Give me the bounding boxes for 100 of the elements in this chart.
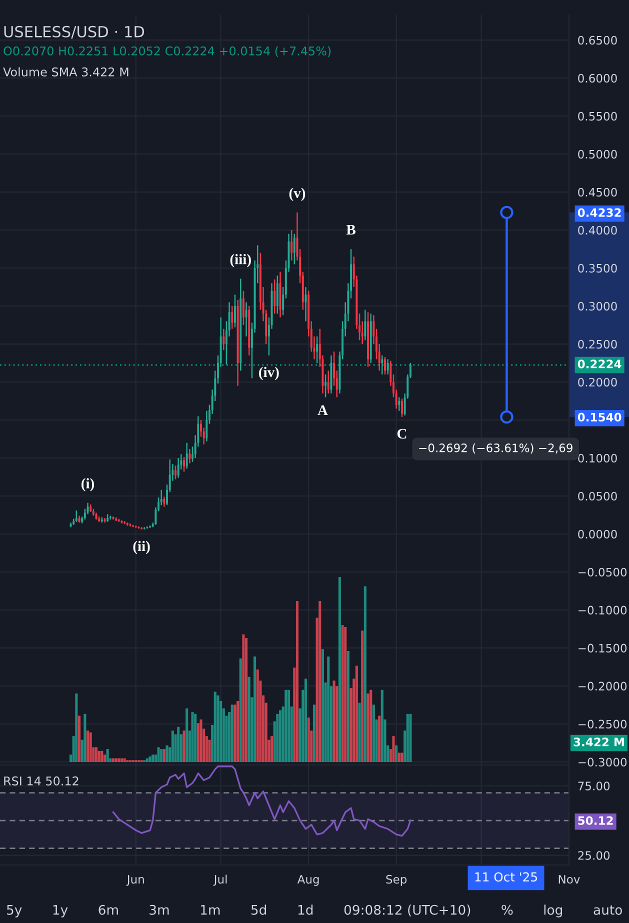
bar bbox=[94, 747, 98, 762]
text: 11 Oct '25 bbox=[475, 872, 537, 882]
bar bbox=[230, 704, 234, 762]
bar bbox=[392, 736, 395, 762]
bar bbox=[106, 749, 109, 762]
candlestick bbox=[234, 294, 236, 328]
bar bbox=[177, 726, 180, 762]
bar bbox=[157, 747, 160, 762]
bar bbox=[400, 752, 404, 762]
bar bbox=[214, 692, 216, 762]
bar bbox=[398, 752, 400, 762]
candlestick bbox=[304, 286, 307, 322]
bar bbox=[409, 714, 412, 762]
annotation: (iii) bbox=[230, 254, 251, 268]
bar bbox=[256, 670, 259, 762]
bar bbox=[318, 601, 322, 762]
text: 6m bbox=[98, 904, 118, 915]
bar bbox=[114, 758, 118, 762]
bar bbox=[245, 638, 248, 762]
candlestick bbox=[324, 374, 327, 398]
x-tick-label: Jun bbox=[126, 875, 144, 886]
candlestick bbox=[367, 311, 369, 368]
chart-title: Volume SMA 3.422 M bbox=[3, 67, 128, 76]
bar bbox=[191, 712, 194, 762]
candlestick bbox=[183, 456, 185, 472]
y-tick-label: −0.3000 bbox=[578, 758, 627, 767]
text: 3.422 M bbox=[574, 738, 624, 746]
bar bbox=[296, 601, 299, 762]
bar bbox=[236, 700, 240, 762]
bar bbox=[234, 704, 236, 762]
y-tick-label: 0.1000 bbox=[578, 454, 617, 463]
bar bbox=[304, 678, 308, 762]
y-tick-label: 0.1540 bbox=[578, 412, 622, 422]
bar bbox=[75, 694, 78, 762]
x-tick-label: Nov bbox=[558, 875, 580, 884]
y-tick-label: 75.00 bbox=[578, 782, 610, 790]
bar bbox=[146, 758, 148, 762]
candlestick bbox=[386, 358, 389, 376]
annotation: A bbox=[318, 405, 328, 415]
bar bbox=[182, 730, 186, 762]
candlestick bbox=[364, 309, 366, 341]
candlestick bbox=[75, 510, 78, 522]
bar bbox=[186, 708, 188, 762]
text: 5d bbox=[251, 904, 266, 915]
candlestick bbox=[245, 302, 248, 338]
bar bbox=[370, 690, 372, 762]
text: RSI 14 50.12 bbox=[4, 776, 78, 786]
bar bbox=[378, 716, 381, 762]
bar bbox=[120, 758, 123, 762]
bar bbox=[78, 716, 81, 762]
bar bbox=[287, 690, 290, 762]
candlestick bbox=[381, 354, 384, 376]
bar bbox=[100, 750, 104, 762]
bar bbox=[364, 586, 366, 762]
bar bbox=[196, 723, 200, 762]
bar bbox=[327, 656, 330, 762]
y-tick-label: 0.2000 bbox=[578, 378, 617, 387]
y-tick-label: 50.12 bbox=[578, 816, 613, 825]
bar bbox=[84, 714, 86, 762]
y-tick-label: 0.6500 bbox=[578, 36, 617, 45]
bar bbox=[216, 695, 220, 762]
text: % bbox=[502, 904, 513, 915]
y-tick-label: −0.1500 bbox=[578, 644, 627, 653]
candlestick bbox=[222, 328, 225, 351]
bar bbox=[103, 754, 106, 762]
text: 09:08:12 (UTC+10) bbox=[344, 904, 470, 916]
annotation: (iv) bbox=[259, 366, 279, 380]
y-tick-label: −0.0500 bbox=[578, 568, 627, 577]
y-tick-label: 0.4000 bbox=[578, 226, 617, 235]
bar bbox=[406, 714, 409, 762]
bar bbox=[152, 754, 154, 762]
candlestick bbox=[177, 457, 180, 478]
bar bbox=[355, 666, 358, 762]
bar bbox=[270, 736, 274, 762]
bar bbox=[254, 656, 256, 762]
bar bbox=[361, 630, 364, 762]
candlestick bbox=[384, 356, 386, 376]
x-tick-label: Aug bbox=[297, 875, 319, 886]
bar bbox=[123, 758, 126, 762]
annotation: B bbox=[346, 224, 356, 235]
y-tick-label: 0.5500 bbox=[578, 112, 617, 121]
bar bbox=[98, 750, 100, 762]
bar bbox=[118, 758, 120, 762]
text: auto bbox=[594, 905, 622, 915]
bar bbox=[346, 651, 350, 762]
bar bbox=[358, 702, 361, 762]
annotation: (i) bbox=[82, 478, 94, 492]
text: 3m bbox=[150, 904, 169, 915]
bar bbox=[338, 577, 341, 762]
candlestick bbox=[242, 290, 244, 326]
candlestick bbox=[274, 278, 276, 314]
bar bbox=[341, 625, 344, 762]
bar bbox=[366, 694, 370, 762]
y-tick-label: 0.3500 bbox=[578, 264, 617, 273]
bar bbox=[162, 749, 166, 762]
y-tick-label: 0.2500 bbox=[578, 340, 617, 349]
line-series bbox=[112, 766, 412, 837]
bar bbox=[380, 690, 384, 762]
bar bbox=[276, 714, 279, 762]
bar bbox=[208, 740, 211, 762]
